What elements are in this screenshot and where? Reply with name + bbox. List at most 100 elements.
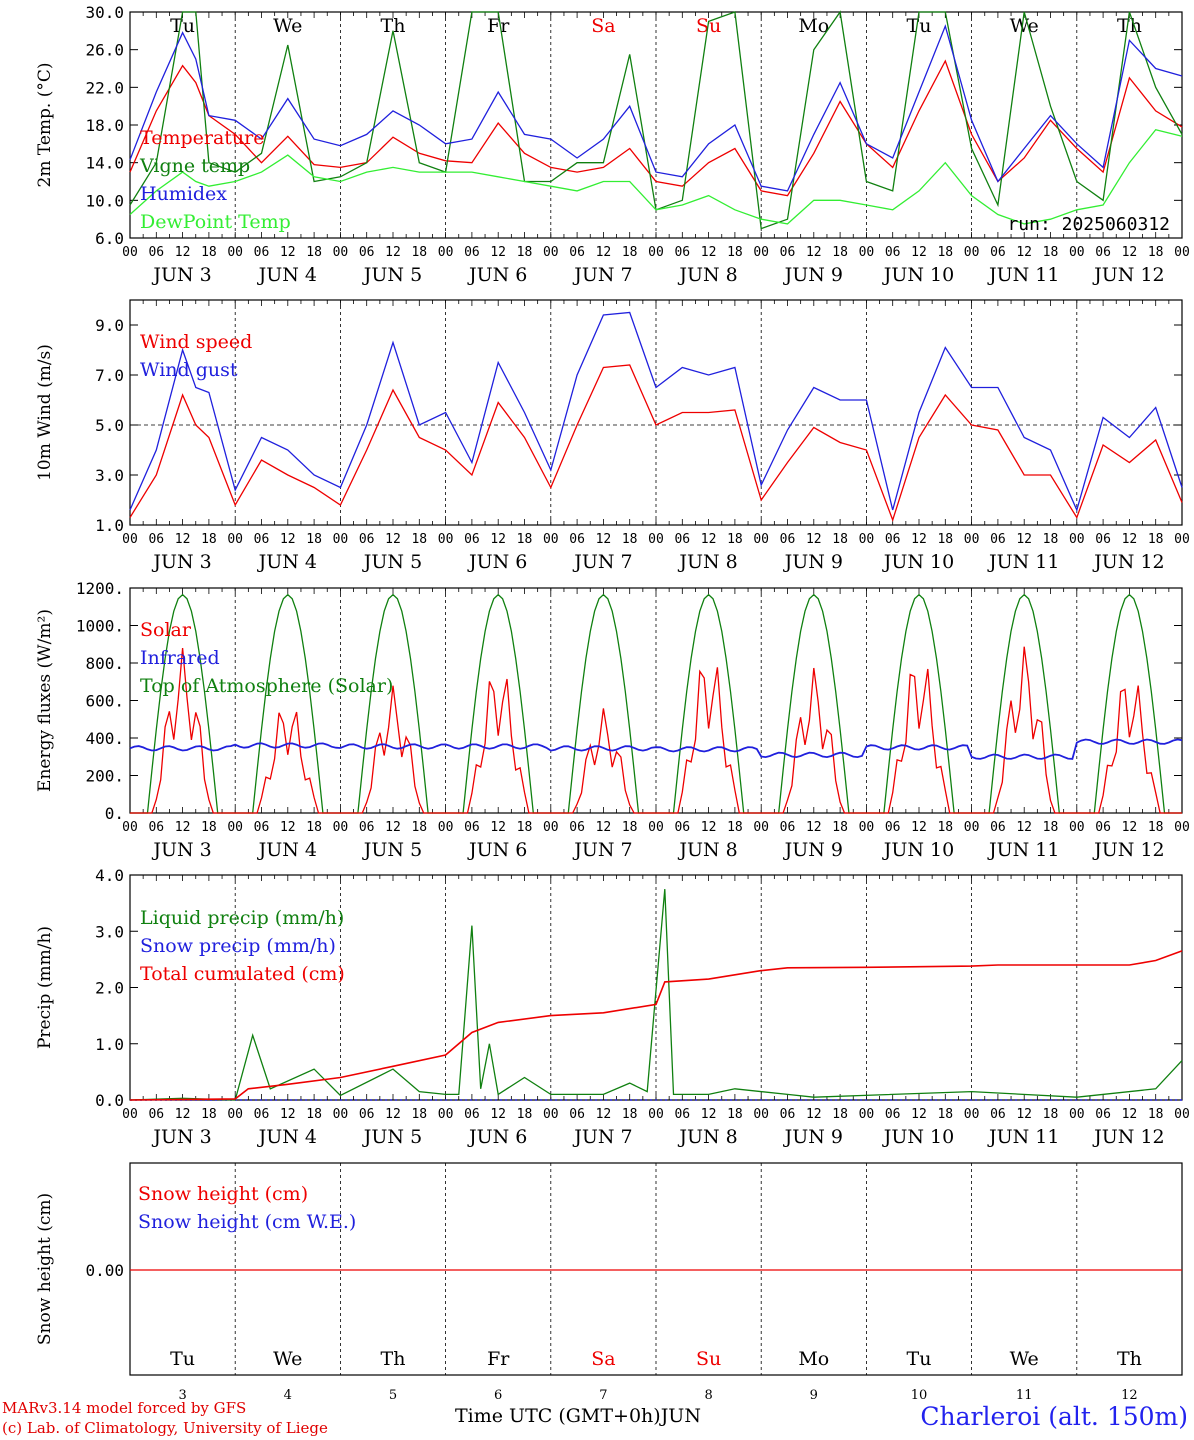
hour-tick-label: 00 [438, 1107, 454, 1122]
hour-tick-label: 06 [1095, 820, 1111, 835]
y-axis-title: Energy fluxes (W/m²) [35, 609, 55, 792]
day-number-label: 8 [704, 1388, 712, 1403]
date-label: JUN 10 [882, 551, 954, 573]
hour-tick-label: 00 [543, 245, 559, 260]
y-tick-label: 2.0 [95, 979, 124, 998]
y-tick-label: 4.0 [95, 866, 124, 885]
hour-tick-label: 06 [674, 820, 690, 835]
hour-tick-label: 12 [1016, 532, 1032, 547]
weekday-label: Tu [170, 1348, 195, 1370]
hour-tick-label: 06 [359, 532, 375, 547]
hour-tick-label: 00 [1174, 245, 1190, 260]
weekday-label: Sa [591, 1348, 615, 1370]
date-label: JUN 7 [572, 264, 632, 286]
hour-tick-label: 00 [227, 820, 243, 835]
y-tick-label: 1200. [76, 579, 124, 598]
day-number-label: 4 [284, 1388, 292, 1403]
date-label: JUN 12 [1092, 551, 1164, 573]
y-axis-title: 10m Wind (m/s) [35, 344, 55, 481]
hour-tick-label: 00 [122, 1107, 138, 1122]
hour-tick-label: 06 [780, 1107, 796, 1122]
weekday-label: Tu [907, 1348, 932, 1370]
hour-tick-label: 06 [885, 1107, 901, 1122]
hour-tick-label: 18 [937, 1107, 953, 1122]
y-axis-title: Precip (mm/h) [35, 926, 55, 1049]
hour-tick-label: 06 [990, 532, 1006, 547]
hour-tick-label: 18 [201, 245, 217, 260]
legend-entry: Vigne temp [139, 155, 250, 177]
date-label: JUN 6 [467, 839, 527, 861]
hour-tick-label: 18 [1148, 1107, 1164, 1122]
hour-tick-label: 18 [517, 532, 533, 547]
hour-tick-label: 12 [596, 245, 612, 260]
y-tick-label: 800. [85, 654, 124, 673]
hour-tick-label: 06 [990, 245, 1006, 260]
hour-tick-label: 18 [517, 245, 533, 260]
hour-tick-label: 12 [1122, 245, 1138, 260]
date-label: JUN 3 [151, 264, 211, 286]
date-label: JUN 3 [151, 1126, 211, 1148]
y-tick-label: 0.00 [85, 1261, 124, 1280]
weekday-label: Th [1117, 15, 1142, 37]
weekday-label: Mo [798, 15, 829, 37]
y-tick-label: 400. [85, 729, 124, 748]
hour-tick-label: 18 [201, 1107, 217, 1122]
legend-entry: Temperature [140, 127, 264, 149]
lab-credit: (c) Lab. of Climatology, University of L… [2, 1419, 328, 1437]
y-tick-label: 22.0 [85, 78, 124, 97]
date-label: JUN 3 [151, 839, 211, 861]
date-label: JUN 11 [987, 264, 1059, 286]
y-tick-label: 3.0 [95, 922, 124, 941]
weekday-label: Th [1117, 1348, 1142, 1370]
model-credit: MARv3.14 model forced by GFS [2, 1399, 247, 1417]
hour-tick-label: 12 [490, 245, 506, 260]
series-line [129, 889, 1183, 1101]
hour-tick-label: 06 [148, 1107, 164, 1122]
hour-tick-label: 18 [937, 820, 953, 835]
date-label: JUN 10 [882, 1126, 954, 1148]
hour-tick-label: 12 [490, 1107, 506, 1122]
hour-tick-label: 06 [359, 1107, 375, 1122]
date-label: JUN 8 [677, 551, 737, 573]
hour-tick-label: 18 [832, 532, 848, 547]
hour-tick-label: 18 [1148, 532, 1164, 547]
y-tick-label: 6.0 [95, 229, 124, 248]
hour-tick-label: 00 [122, 245, 138, 260]
date-label: JUN 9 [783, 1126, 843, 1148]
hour-tick-label: 18 [517, 820, 533, 835]
hour-tick-label: 12 [701, 245, 717, 260]
date-label: JUN 9 [783, 839, 843, 861]
hour-tick-label: 00 [438, 820, 454, 835]
hour-tick-label: 12 [490, 820, 506, 835]
weekday-label: Th [381, 15, 406, 37]
date-label: JUN 6 [467, 1126, 527, 1148]
hour-tick-label: 00 [859, 532, 875, 547]
hour-tick-label: 12 [911, 1107, 927, 1122]
hour-tick-label: 12 [280, 532, 296, 547]
hour-tick-label: 06 [254, 820, 270, 835]
hour-tick-label: 06 [464, 1107, 480, 1122]
hour-tick-label: 00 [648, 532, 664, 547]
hour-tick-label: 00 [964, 532, 980, 547]
y-tick-label: 200. [85, 767, 124, 786]
hour-tick-label: 12 [490, 532, 506, 547]
date-label: JUN 8 [677, 839, 737, 861]
hour-tick-label: 00 [1174, 1107, 1190, 1122]
weekday-label: We [273, 15, 302, 37]
date-label: JUN 11 [987, 1126, 1059, 1148]
date-label: JUN 7 [572, 1126, 632, 1148]
legend-entry: Snow precip (mm/h) [140, 935, 336, 957]
hour-tick-label: 12 [596, 820, 612, 835]
legend-entry: Snow height (cm W.E.) [138, 1211, 356, 1233]
hour-tick-label: 00 [753, 245, 769, 260]
hour-tick-label: 12 [1122, 1107, 1138, 1122]
date-label: JUN 4 [257, 839, 317, 861]
hour-tick-label: 00 [753, 1107, 769, 1122]
date-label: JUN 11 [987, 551, 1059, 573]
weekday-label: Fr [487, 15, 510, 37]
date-label: JUN 5 [362, 551, 422, 573]
legend-entry: Humidex [140, 183, 227, 205]
hour-tick-label: 12 [806, 245, 822, 260]
hour-tick-label: 06 [885, 820, 901, 835]
